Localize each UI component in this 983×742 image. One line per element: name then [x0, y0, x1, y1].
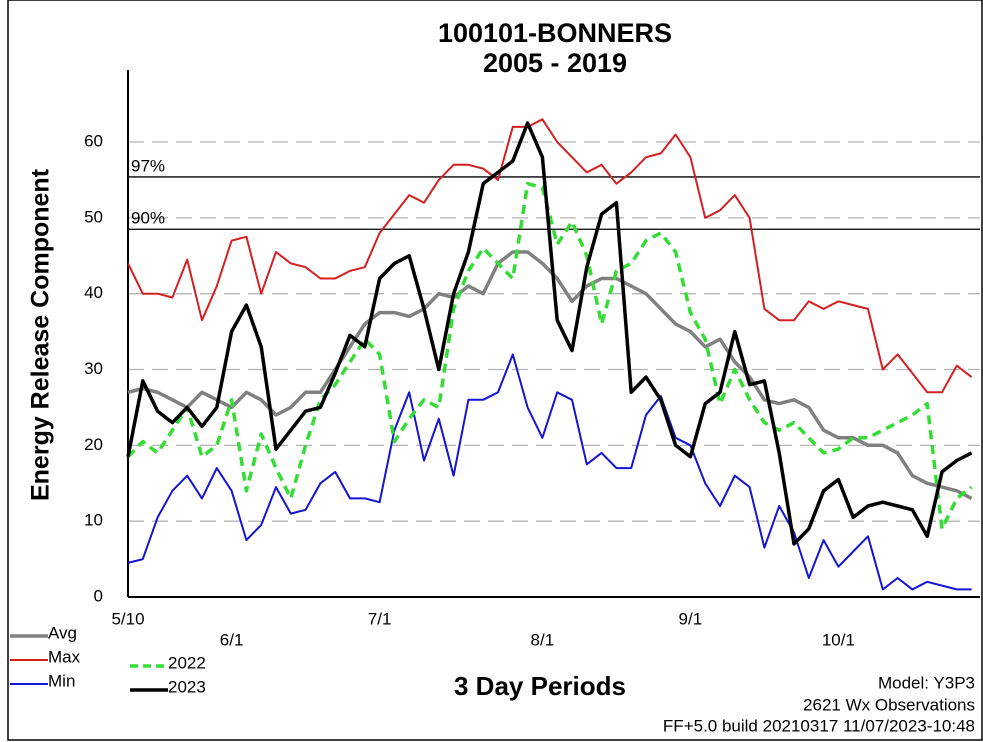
- chart-subtitle: 2005 - 2019: [483, 48, 627, 78]
- y-tick-label: 40: [84, 283, 103, 302]
- legend-label: Avg: [48, 623, 77, 642]
- y-tick-label: 30: [84, 359, 103, 378]
- y-axis-label: Energy Release Component: [27, 168, 55, 501]
- x-tick-label: 7/1: [368, 609, 392, 628]
- y-tick-label: 0: [94, 586, 103, 605]
- y-tick-label: 20: [84, 435, 103, 454]
- note: FF+5.0 build 20210317 11/07/2023-10:48: [663, 716, 975, 735]
- x-tick-label: 9/1: [679, 609, 703, 628]
- legend-label: Min: [48, 671, 75, 690]
- legend-label: 2023: [168, 677, 206, 696]
- data-line: [127, 118, 973, 394]
- reference-label: 97%: [131, 156, 165, 175]
- x-tick-label: 5/10: [111, 609, 144, 628]
- x-tick-label: 10/1: [822, 630, 855, 649]
- chart-title: 100101-BONNERS: [438, 18, 672, 48]
- data-line: [126, 121, 973, 546]
- legend-label: 2022: [168, 653, 206, 672]
- data-line: [126, 181, 973, 531]
- note: 2621 Wx Observations: [803, 695, 975, 714]
- y-tick-label: 50: [84, 207, 103, 226]
- x-tick-label: 8/1: [531, 630, 555, 649]
- x-tick-label: 6/1: [220, 630, 244, 649]
- x-axis-label: 3 Day Periods: [454, 671, 626, 701]
- data-line: [127, 353, 972, 591]
- y-tick-label: 60: [84, 132, 103, 151]
- note: Model: Y3P3: [878, 673, 975, 692]
- reference-label: 90%: [131, 209, 165, 228]
- legend-label: Max: [48, 647, 81, 666]
- y-tick-label: 10: [84, 511, 103, 530]
